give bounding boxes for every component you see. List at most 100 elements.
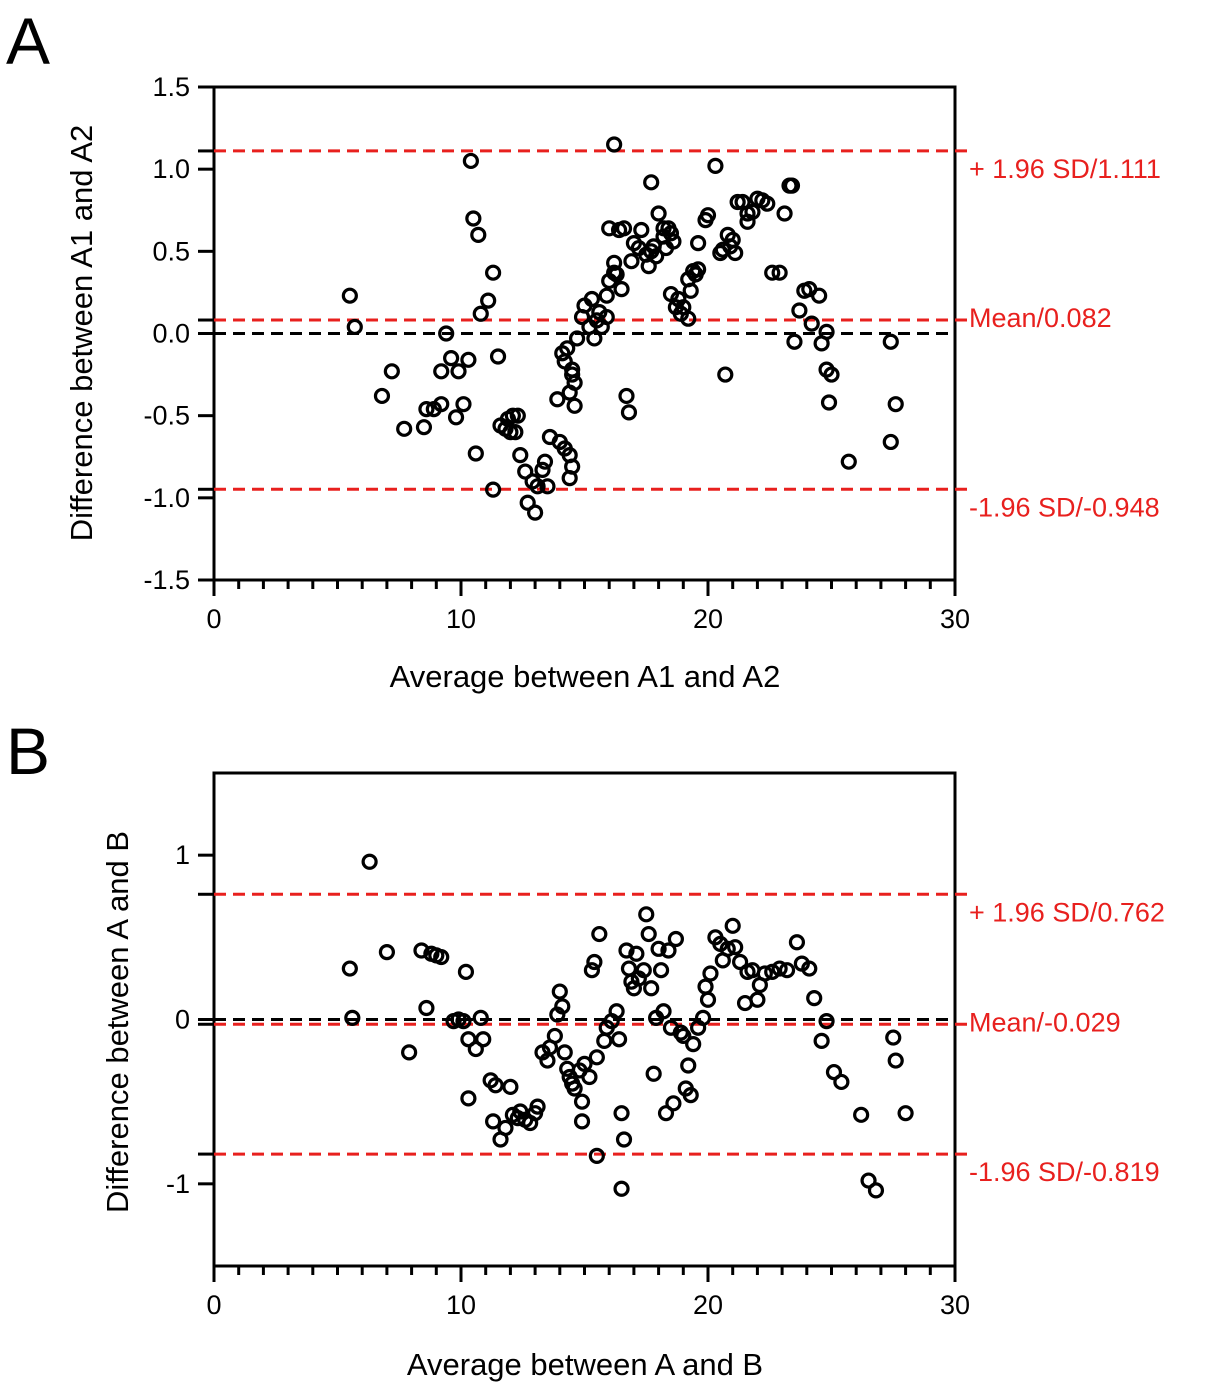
panel-b-x-tick-label: 20	[693, 1290, 723, 1320]
panel-b-data-point	[433, 948, 450, 966]
panel-b-data-point	[628, 945, 645, 962]
panel-b-data-point	[546, 1027, 563, 1045]
panel-a-data-point	[759, 195, 776, 212]
panel-a-data-point	[529, 478, 546, 495]
panel-b-data-point	[667, 930, 684, 948]
panel-b-data-point	[460, 1031, 477, 1048]
panel-b-data-point	[657, 1105, 675, 1122]
panel-a-data-point	[583, 290, 601, 308]
panel-a-data-point	[383, 363, 400, 380]
panel-b-data-point	[460, 1090, 477, 1107]
panel-b-data-point	[573, 1113, 591, 1130]
panel-b-reference-label: Mean/-0.029	[969, 1007, 1121, 1037]
panel-a-data-point	[818, 323, 835, 340]
panel-a-data-point	[620, 404, 638, 421]
panel-a-data-point	[480, 292, 497, 309]
panel-b-data-point	[472, 1009, 489, 1026]
panel-a-data-point	[764, 264, 781, 281]
panel-b-y-tick-label: 1	[175, 840, 190, 870]
panel-a-data-point	[598, 308, 615, 326]
panel-a-data-point	[648, 248, 665, 265]
panel-b-data-point	[457, 963, 475, 980]
panel-a-data-point	[346, 318, 363, 336]
panel-a-data-point	[566, 397, 583, 414]
panel-a-data-point	[803, 315, 820, 332]
panel-a-y-tick-label: 0.0	[152, 319, 190, 349]
panel-a-data-point	[771, 264, 788, 281]
panel-a-data-point	[643, 174, 660, 191]
panel-b-data-point	[685, 1036, 702, 1053]
panel-a-data-point	[601, 220, 618, 237]
panel-b-data-point	[455, 1013, 472, 1030]
panel-a-data-point	[707, 157, 724, 174]
panel-a-data-point	[559, 340, 576, 357]
panel-a-data-point	[526, 504, 544, 521]
panel-a-data-point	[586, 330, 603, 347]
panel-b-letter: B	[6, 714, 50, 788]
panel-a-x-tick-label: 0	[206, 604, 221, 634]
panel-b-data-point	[596, 1032, 613, 1049]
panel-a-data-point	[680, 310, 697, 327]
panel-b-data-point	[529, 1098, 546, 1115]
panel-b-data-point	[660, 942, 677, 959]
panel-b-data-point	[682, 1086, 699, 1104]
panel-a-data-point	[786, 333, 803, 350]
panel-b-y-tick-label: -1	[166, 1169, 190, 1199]
panel-a-data-point	[690, 261, 707, 278]
panel-a-reference-label: Mean/0.082	[969, 303, 1112, 333]
panel-a-y-tick-label: 1.5	[152, 72, 190, 102]
panel-b-data-point	[853, 1106, 870, 1123]
panel-b-data-point	[485, 1113, 502, 1130]
panel-b-data-point	[487, 1077, 504, 1094]
panel-b-data-point	[551, 983, 568, 1000]
panel-b-data-point	[615, 1131, 633, 1148]
panel-a-data-point	[699, 207, 717, 224]
panel-a-data-point	[502, 424, 519, 441]
panel-b-data-point	[640, 925, 657, 943]
panel-b-data-point	[650, 940, 667, 957]
panel-b-data-point	[588, 1049, 605, 1066]
panel-a-data-point	[564, 458, 581, 475]
panel-b-data-point	[475, 1031, 492, 1048]
panel-b-data-point	[344, 1009, 361, 1026]
panel-a-data-point	[509, 407, 526, 424]
panel-b-data-point	[643, 980, 660, 997]
panel-b-data-point	[806, 990, 823, 1007]
panel-a-y-tick-label: -1.0	[143, 483, 190, 513]
panel-b-x-tick-label: 30	[940, 1290, 970, 1320]
panel-a-x-axis-title: Average between A1 and A2	[390, 659, 781, 694]
panel-b-data-point	[635, 962, 652, 979]
panel-b-data-point	[378, 944, 395, 961]
panel-b-data-point	[749, 991, 766, 1008]
panel-a-data-point	[450, 363, 467, 380]
panel-a-data-point	[517, 463, 534, 480]
panel-a-data-point	[472, 305, 489, 322]
panel-b-data-point	[732, 953, 749, 971]
panel-a-data-point	[418, 400, 435, 418]
panel-a-data-point	[823, 366, 840, 383]
panel-b-data-point	[467, 1040, 484, 1058]
panel-b-data-point	[341, 960, 358, 977]
panel-a-data-point	[373, 387, 391, 405]
panel-b-data-point	[724, 917, 741, 934]
panel-b-data-point	[608, 1003, 625, 1020]
panel-a-data-point	[613, 281, 630, 298]
panel-b-data-point	[576, 1055, 593, 1072]
panel-a-data-point	[556, 353, 573, 370]
panel-a-data-point	[447, 409, 465, 426]
panel-b-data-point	[825, 1063, 843, 1081]
panel-b-data-point	[591, 925, 608, 943]
panel-a-y-tick-label: -1.5	[143, 565, 190, 595]
panel-b-data-point	[655, 1003, 672, 1020]
panel-a: A -1.5 -1.0 -0.5 0.0 0.5 1.0 1.5 0 10 20 30 + 1.96 …	[6, 4, 1161, 694]
panel-b-data-point	[613, 1105, 630, 1122]
panel-a-data-point	[443, 350, 460, 367]
panel-a-data-point	[455, 396, 472, 413]
panel-a-data-point	[820, 394, 838, 411]
panel-a-data-point	[729, 193, 746, 211]
panel-b-reference-label: + 1.96 SD/0.762	[969, 897, 1165, 927]
panel-a-reference-label: + 1.96 SD/1.111	[969, 154, 1161, 184]
panel-a-data-point	[783, 177, 801, 194]
